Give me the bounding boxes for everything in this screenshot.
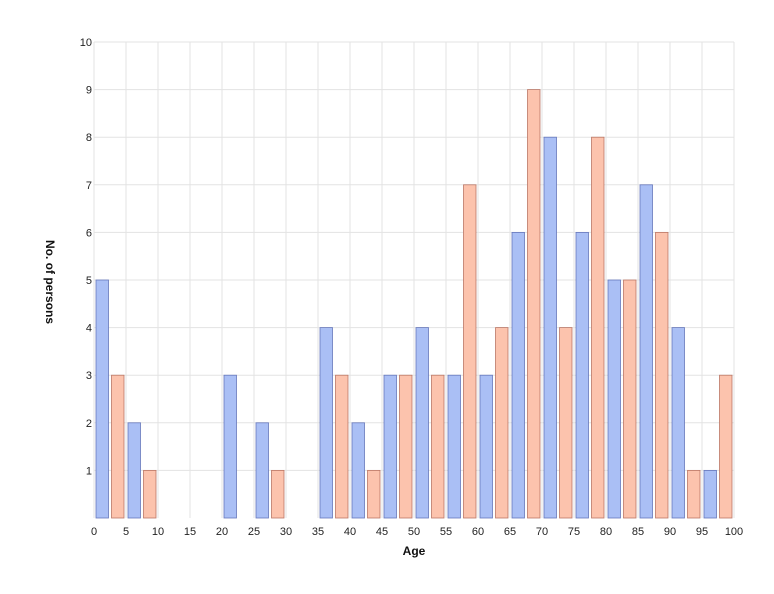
x-tick-label-70: 70: [536, 526, 548, 538]
bar-series2-bin-95: [719, 374, 733, 519]
bar-series2-bin-55: [463, 184, 477, 519]
y-tick-label-1: 1: [86, 465, 92, 477]
bar-series2-bin-65: [527, 89, 541, 519]
bar-series2-bin-45: [399, 374, 413, 519]
bar-series2-bin-25: [271, 469, 285, 519]
bar-series1-bin-85: [639, 184, 653, 519]
bar-series1-bin-75: [575, 231, 589, 519]
y-tick-label-4: 4: [86, 323, 92, 335]
bar-series1-bin-40: [351, 422, 365, 519]
bar-series2-bin-0: [111, 374, 125, 519]
x-axis-title: Age: [403, 544, 426, 558]
bar-series1-bin-0: [95, 279, 109, 519]
bar-series2-bin-90: [687, 469, 701, 519]
y-axis-title: No. of persons: [43, 240, 57, 324]
y-tick-label-9: 9: [86, 85, 92, 97]
x-axis-ticks: 0 5 10 15 20 25 30 35 40 45 50 55 60 65 70 75 80 85 90 95 10…: [91, 526, 743, 538]
x-tick-label-65: 65: [504, 526, 516, 538]
bar-series2-bin-40: [367, 469, 381, 519]
bar-series1-bin-50: [415, 327, 429, 519]
x-tick-label-10: 10: [152, 526, 164, 538]
x-tick-label-95: 95: [696, 526, 708, 538]
bar-series2-bin-75: [591, 136, 605, 519]
bars: [95, 89, 733, 519]
y-tick-label-8: 8: [86, 132, 92, 144]
bar-series2-bin-5: [143, 469, 157, 519]
bar-series1-bin-80: [607, 279, 621, 519]
x-tick-label-55: 55: [440, 526, 452, 538]
bar-series2-bin-35: [335, 374, 349, 519]
bar-series1-bin-95: [703, 469, 717, 519]
bar-series2-bin-60: [495, 327, 509, 519]
y-axis-ticks: 1 2 3 4 5 6 7 8 9 10: [80, 37, 92, 477]
x-tick-label-80: 80: [600, 526, 612, 538]
bar-series1-bin-90: [671, 327, 685, 519]
x-tick-label-75: 75: [568, 526, 580, 538]
x-tick-label-5: 5: [123, 526, 129, 538]
x-tick-label-50: 50: [408, 526, 420, 538]
bar-series2-bin-80: [623, 279, 637, 519]
x-tick-label-15: 15: [184, 526, 196, 538]
y-tick-label-7: 7: [86, 180, 92, 192]
x-tick-label-0: 0: [91, 526, 97, 538]
bar-series2-bin-50: [431, 374, 445, 519]
x-tick-label-35: 35: [312, 526, 324, 538]
y-tick-label-2: 2: [86, 418, 92, 430]
bar-series1-bin-70: [543, 136, 557, 519]
bar-series1-bin-45: [383, 374, 397, 519]
x-tick-label-20: 20: [216, 526, 228, 538]
x-tick-label-45: 45: [376, 526, 388, 538]
bar-series1-bin-60: [479, 374, 493, 519]
x-tick-label-60: 60: [472, 526, 484, 538]
x-tick-label-85: 85: [632, 526, 644, 538]
x-tick-label-40: 40: [344, 526, 356, 538]
grid-lines: [93, 41, 735, 518]
bar-series2-bin-85: [655, 231, 669, 519]
y-tick-label-6: 6: [86, 227, 92, 239]
bar-series1-bin-20: [223, 374, 237, 519]
x-tick-label-100: 100: [725, 526, 743, 538]
y-tick-label-10: 10: [80, 37, 92, 49]
bar-series2-bin-70: [559, 327, 573, 519]
bar-series1-bin-5: [127, 422, 141, 519]
y-tick-label-3: 3: [86, 370, 92, 382]
bar-series1-bin-55: [447, 374, 461, 519]
bar-series1-bin-25: [255, 422, 269, 519]
bar-series1-bin-35: [319, 327, 333, 519]
x-tick-label-30: 30: [280, 526, 292, 538]
x-tick-label-25: 25: [248, 526, 260, 538]
y-tick-label-5: 5: [86, 275, 92, 287]
bar-series1-bin-65: [511, 231, 525, 519]
x-tick-label-90: 90: [664, 526, 676, 538]
